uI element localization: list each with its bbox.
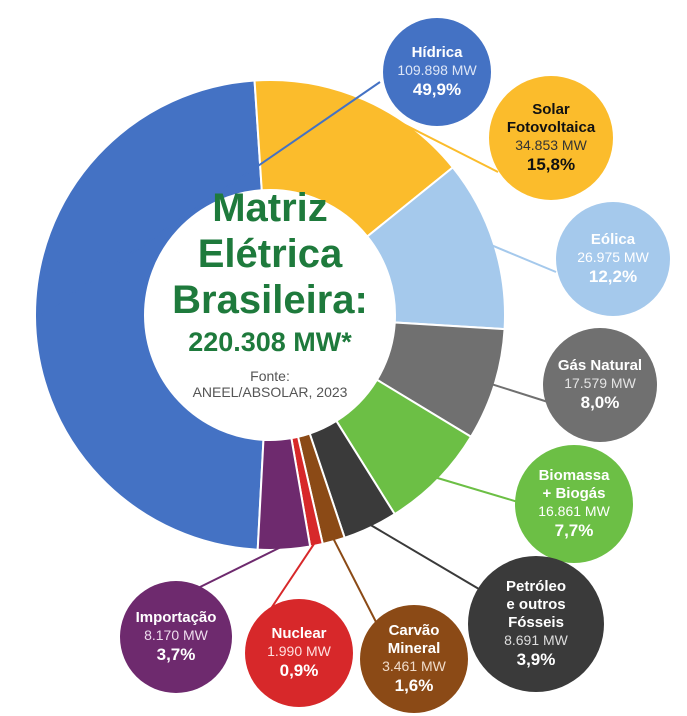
chart-total: 220.308 MW* [188,327,352,357]
bubble-name-line: Mineral [387,640,441,657]
bubble-name-line: Carvão [388,622,440,639]
bubble-name-line: Petróleo [505,578,566,595]
bubble-eolica: Eólica 26.975 MW 12,2% [556,202,670,316]
bubble-mw-value: 34.853 MW [515,137,587,153]
leader-line-gas-natural [490,382,549,403]
bubble-nuclear: Nuclear 1.990 MW 0,9% [245,599,353,707]
leader-line-nuclear [269,540,317,611]
bubble-name-line: Solar [532,101,570,118]
bubble-importacao: Importação 8.170 MW 3,7% [120,581,232,693]
bubble-gas-natural: Gás Natural 17.579 MW 8,0% [543,328,657,442]
bubble-petroleo-e-outros-fosseis: Petróleo e outros Fósseis 8.691 MW 3,9% [468,556,604,692]
bubble-mw-value: 17.579 MW [564,375,636,391]
bubble-name-line: Importação [135,609,217,626]
bubble-name-line: Biomassa [538,467,610,484]
bubble-name-line: Gás Natural [557,357,643,374]
leader-line-eolica [489,243,557,273]
bubble-name-line: Fotovoltaica [506,119,596,136]
bubble-name-line: e outros [506,596,566,613]
bubble-name-line: + Biogás [542,485,606,502]
chart-title-line-2: Elétrica [197,232,343,276]
slice-solar-fotovoltaica [253,79,455,238]
bubble-percent: 1,6% [394,676,434,695]
bubble-name-line: Eólica [590,231,636,248]
chart-title-line-1: Matriz [212,186,328,230]
bubble-mw-value: 16.861 MW [538,503,610,519]
bubble-name-line: Hídrica [411,44,463,61]
bubble-mw-value: 109.898 MW [397,62,477,78]
bubble-percent: 12,2% [588,267,638,286]
bubble-carvao-mineral: Carvão Mineral 3.461 MW 1,6% [360,605,468,713]
slice-importacao [256,437,312,551]
slice-hidrica [34,79,265,551]
bubble-biomassa-biogas: Biomassa + Biogás 16.861 MW 7,7% [515,445,633,563]
leader-line-hidrica [38,81,381,318]
chart-center-text: Matriz Elétrica Brasileira: 220.308 MW* … [150,185,390,400]
bubble-percent: 0,9% [279,661,319,680]
bubble-percent: 3,7% [156,645,196,664]
leader-line-carvao-mineral [331,536,377,623]
bubble-mw-value: 8.170 MW [144,627,208,643]
bubble-percent: 15,8% [526,155,576,174]
bubble-hidrica: Hídrica 109.898 MW 49,9% [383,18,491,126]
bubble-mw-value: 1.990 MW [267,643,331,659]
bubble-mw-value: 8.691 MW [504,632,568,648]
leader-line-petroleo-e-outros-fosseis [368,522,485,593]
bubble-percent: 49,9% [412,80,462,99]
leader-line-importacao [193,544,285,591]
chart-title-line-3: Brasileira: [172,278,368,322]
bubble-mw-value: 3.461 MW [382,658,446,674]
bubble-mw-value: 26.975 MW [577,249,649,265]
leader-line-biomassa-biogas [434,476,519,503]
bubble-percent: 7,7% [554,521,594,540]
leader-line-solar-fotovoltaica [362,102,499,173]
bubble-percent: 8,0% [580,393,620,412]
bubble-name-line: Nuclear [271,625,327,642]
chart-source-label: Fonte: [250,368,290,384]
bubble-name-line: Fósseis [508,614,564,631]
bubble-percent: 3,9% [516,650,556,669]
chart-source-value: ANEEL/ABSOLAR, 2023 [192,384,348,400]
bubble-solar-fotovoltaica: Solar Fotovoltaica 34.853 MW 15,8% [489,76,613,200]
